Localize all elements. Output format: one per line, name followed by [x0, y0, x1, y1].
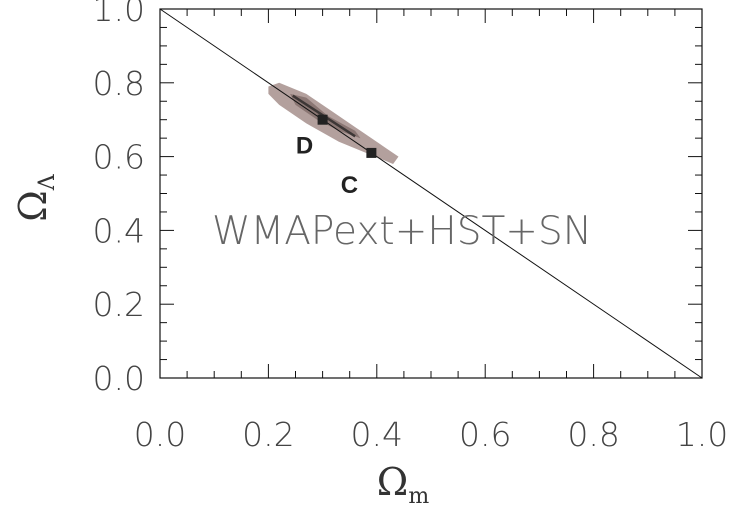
point-marker-c	[366, 147, 377, 158]
x-tick-label: 0.4	[351, 415, 403, 454]
x-tick-label: 0.8	[567, 415, 619, 454]
y-axis-ticks: 0.0 0.2 0.4 0.6 0.8 1.0	[93, 0, 702, 398]
x-axis-symbol: Ω	[377, 460, 409, 504]
flat-universe-line	[159, 8, 703, 379]
point-label-c: C	[341, 172, 358, 199]
point-marker-d	[317, 114, 328, 125]
x-tick-label: 1.0	[676, 415, 728, 454]
y-tick-label: 0.6	[93, 138, 145, 177]
y-tick-label: 0.4	[93, 211, 145, 250]
x-axis-subscript: m	[408, 484, 429, 508]
y-axis-label: ΩΛ	[11, 173, 60, 222]
x-tick-label: 0.6	[459, 415, 511, 454]
x-axis-ticks: 0.0 0.2 0.4 0.6 0.8 1.0	[134, 9, 728, 454]
x-axis-label: Ωm	[377, 460, 430, 508]
data-points: DC	[296, 114, 377, 199]
y-axis-subscript: Λ	[35, 173, 60, 191]
y-axis-symbol: Ω	[11, 190, 55, 222]
annotation-text: WMAPext+HST+SN	[212, 209, 592, 254]
y-tick-label: 0.2	[93, 285, 145, 324]
x-tick-label: 0.0	[134, 415, 186, 454]
confidence-contours	[268, 82, 399, 164]
point-label-d: D	[296, 133, 313, 160]
y-tick-label: 0.0	[93, 359, 145, 398]
x-tick-label: 0.2	[242, 415, 294, 454]
y-tick-label: 1.0	[93, 0, 145, 29]
y-tick-label: 0.8	[93, 64, 145, 103]
